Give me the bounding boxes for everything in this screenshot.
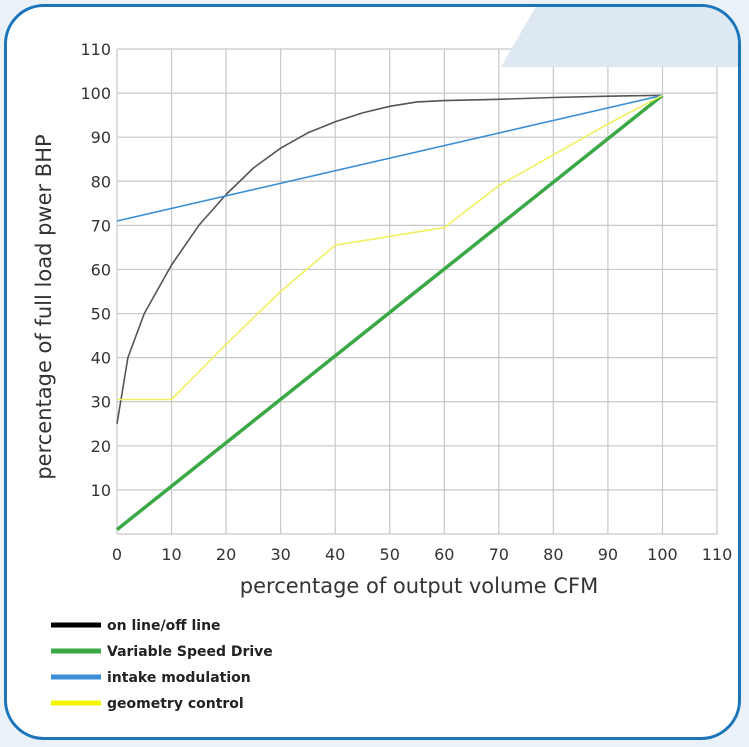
x-tick-label: 80: [543, 545, 563, 564]
y-axis-ticks: 10 20 30 40 50 60 70 80 90 100 110: [80, 40, 111, 500]
chart-card: 0 10 20 30 40 50 60 70 80 90 100 110 10 20 30 40 50 60 70…: [4, 4, 741, 740]
x-tick-label: 10: [161, 545, 181, 564]
series-line-on-line-off-line: [116, 94, 663, 424]
chart-series: [115, 93, 664, 531]
legend-label-on-line-off-line: on line/off line: [107, 618, 221, 634]
y-tick-label: 100: [80, 84, 111, 103]
y-tick-label: 30: [91, 393, 111, 412]
chart-grid: [116, 48, 718, 535]
x-tick-label: 50: [380, 545, 400, 564]
y-tick-label: 10: [91, 481, 111, 500]
y-tick-label: 20: [91, 437, 111, 456]
y-tick-label: 70: [91, 216, 111, 235]
x-tick-label: 70: [489, 545, 509, 564]
x-tick-label: 0: [112, 545, 122, 564]
x-tick-label: 60: [434, 545, 454, 564]
legend-label-variable-speed-drive: Variable Speed Drive: [107, 644, 273, 660]
x-tick-label: 30: [270, 545, 290, 564]
line-chart: 0 10 20 30 40 50 60 70 80 90 100 110 10 20 30 40 50 60 70…: [32, 40, 732, 712]
x-tick-label: 90: [598, 545, 618, 564]
x-tick-label: 110: [702, 545, 733, 564]
series-line-intake-modulation: [116, 94, 663, 222]
chart-legend: on line/off line Variable Speed Drive inta…: [51, 618, 273, 712]
legend-label-geometry-control: geometry control: [107, 696, 244, 712]
y-tick-label: 60: [91, 260, 111, 279]
series-line-variable-speed-drive: [115, 93, 664, 531]
x-tick-label: 20: [216, 545, 236, 564]
y-tick-label: 80: [91, 172, 111, 191]
x-axis-ticks: 0 10 20 30 40 50 60 70 80 90 100 110: [112, 545, 732, 564]
x-tick-label: 40: [325, 545, 345, 564]
y-tick-label: 110: [80, 40, 111, 59]
series-line-geometry-control: [117, 94, 663, 401]
y-tick-label: 40: [91, 349, 111, 368]
decorative-background-shape: [501, 7, 738, 67]
y-tick-label: 50: [91, 305, 111, 324]
y-axis-label: percentage of full load pwer BHP: [32, 134, 56, 479]
x-axis-label: percentage of output volume CFM: [240, 574, 598, 598]
y-tick-label: 90: [91, 128, 111, 147]
x-tick-label: 100: [647, 545, 678, 564]
legend-label-intake-modulation: intake modulation: [107, 670, 251, 686]
